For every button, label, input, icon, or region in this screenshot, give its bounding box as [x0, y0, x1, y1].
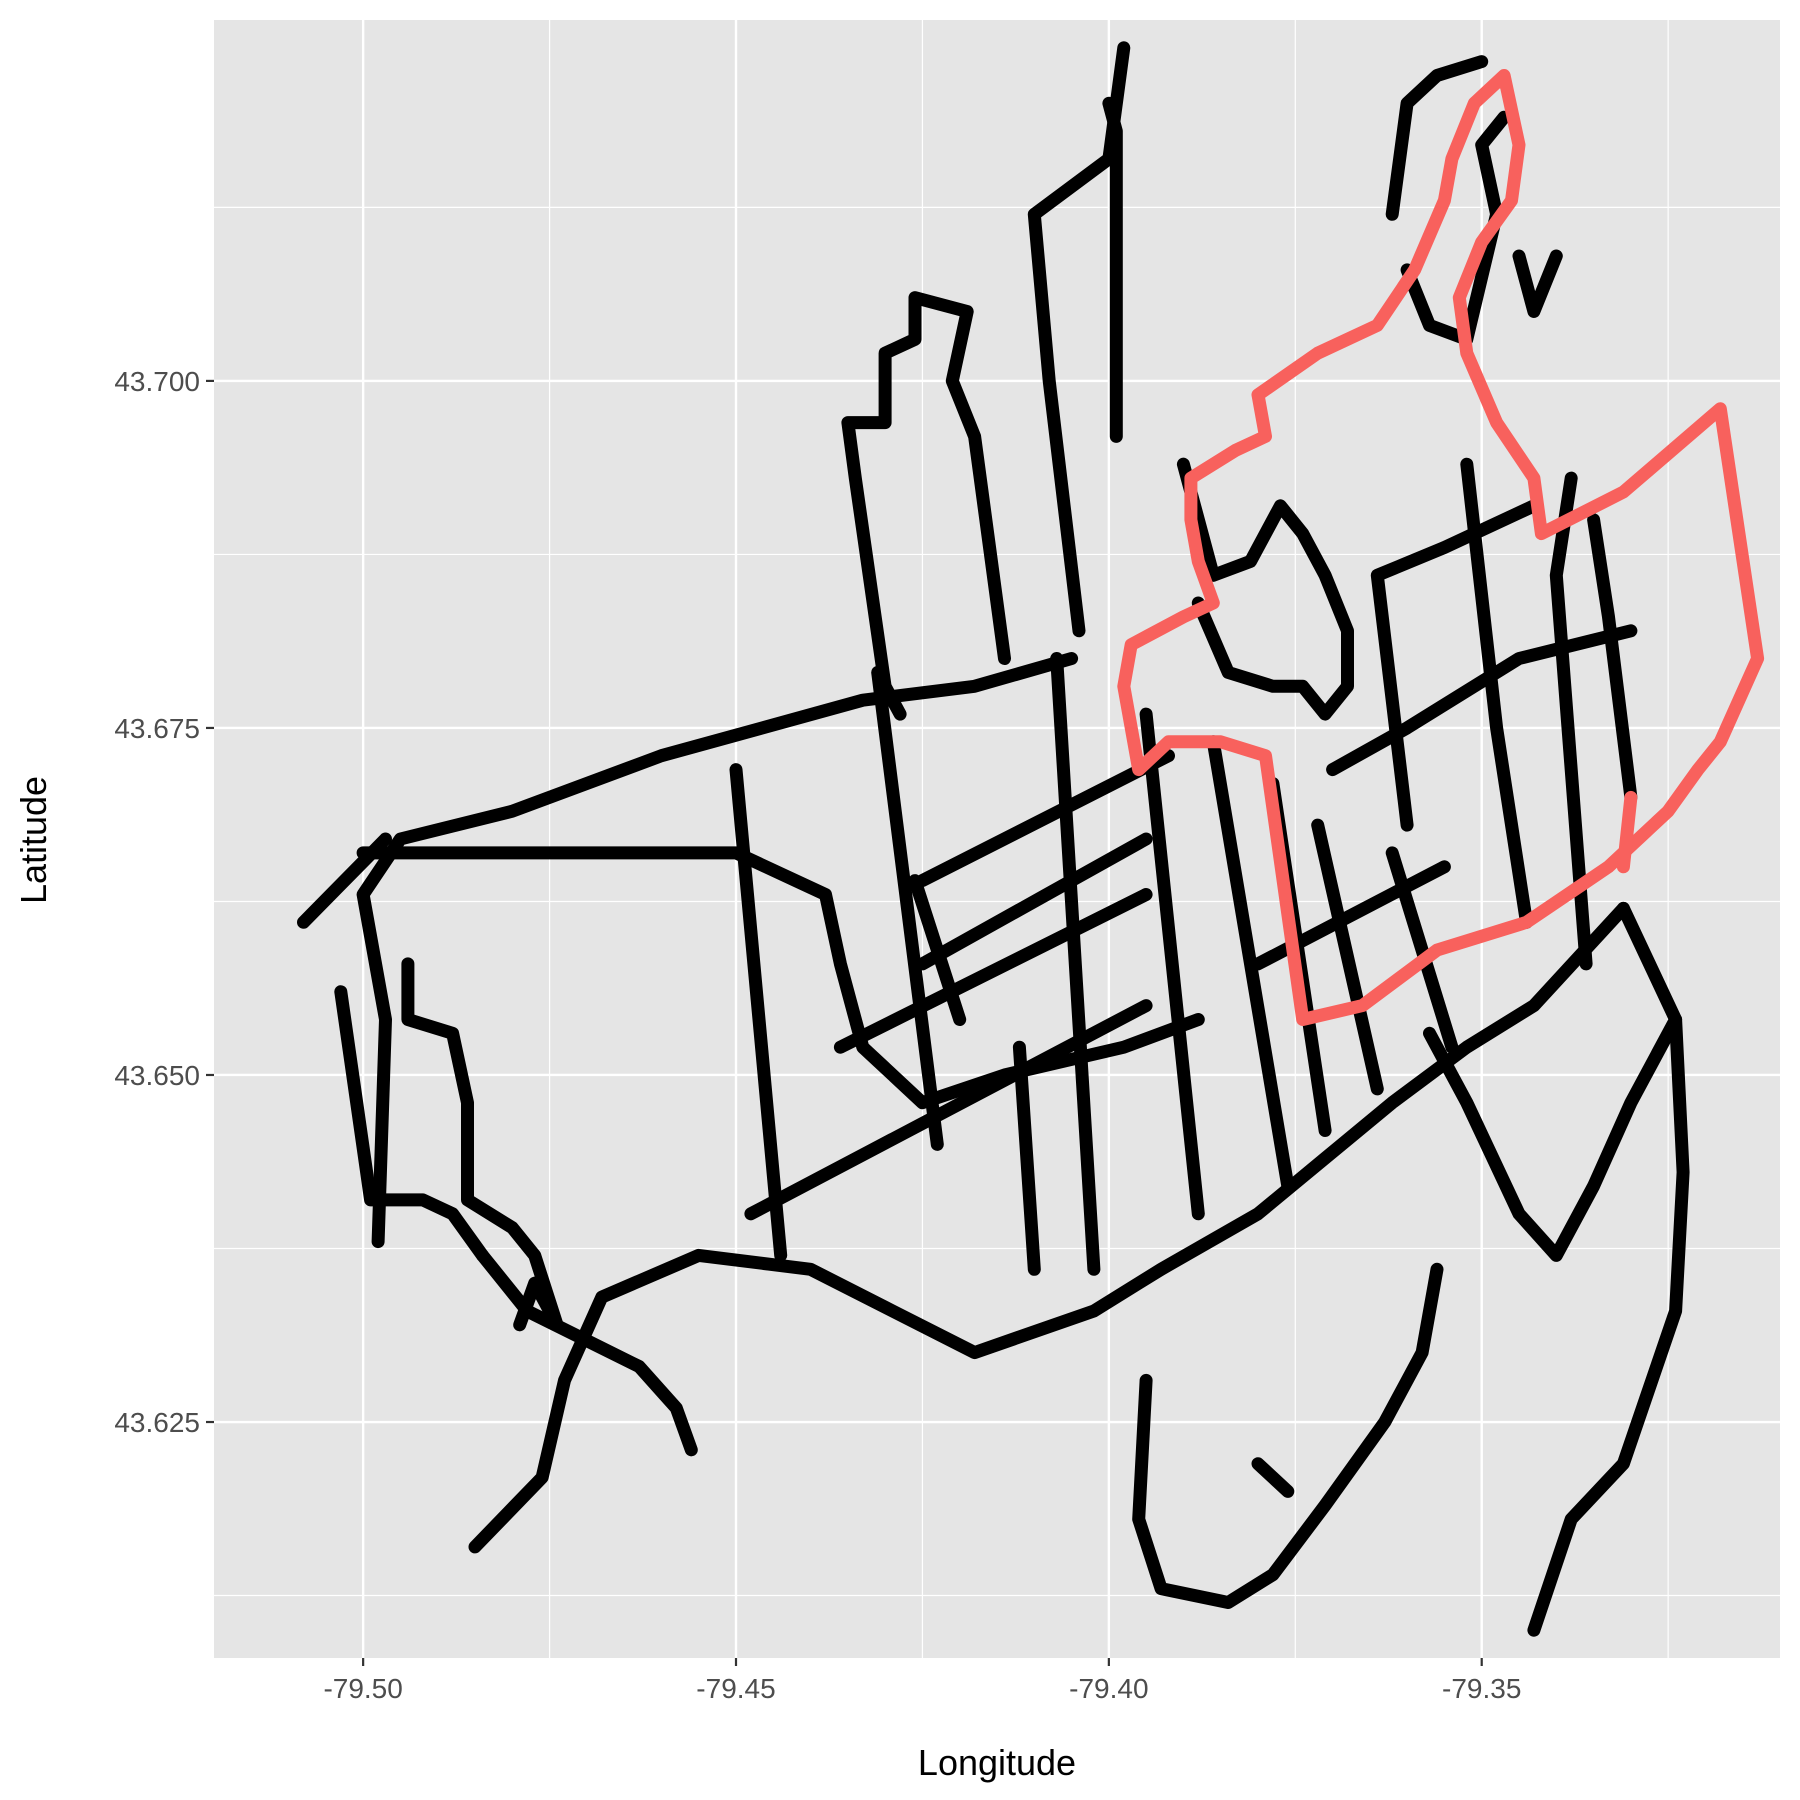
- route-path: [1050, 652, 1101, 1276]
- route-path: [1311, 818, 1384, 1096]
- route-path: [1012, 1040, 1041, 1276]
- route-path: [744, 999, 1153, 1221]
- highlighted-route-path: [1117, 69, 1765, 1026]
- route-path: [401, 957, 564, 1332]
- route-path: [833, 888, 1153, 1054]
- route-path: [1027, 41, 1131, 638]
- route-path: [476, 1248, 698, 1457]
- route-path: [468, 901, 1630, 1554]
- route-path: [356, 846, 1205, 1110]
- x-tick-label: -79.35: [1442, 1673, 1521, 1704]
- y-tick-label: 43.625: [114, 1407, 200, 1438]
- axes: -79.50 -79.45 -79.40 -79.35 43.625 43.650 43.6…: [114, 366, 1521, 1704]
- route-path: [915, 749, 1175, 888]
- route-path: [1206, 735, 1295, 1193]
- route-path: [1326, 624, 1638, 777]
- route-path: [1512, 249, 1563, 318]
- route-path: [1132, 1262, 1444, 1609]
- x-tick-label: -79.50: [323, 1673, 402, 1704]
- route-path: [1139, 707, 1205, 1221]
- route-path: [1587, 513, 1638, 804]
- x-tick-label: -79.45: [696, 1673, 775, 1704]
- y-axis-title: Latitude: [13, 776, 54, 904]
- highlighted-route-path: [1616, 790, 1638, 874]
- route-path: [1423, 1013, 1683, 1262]
- route-path: [1549, 471, 1593, 971]
- route-path: [1460, 457, 1533, 929]
- x-axis-title: Longitude: [918, 1742, 1076, 1783]
- series-layer: [297, 41, 1765, 1637]
- route-path: [841, 291, 1011, 721]
- route-path: [729, 763, 788, 1262]
- route-path: [356, 652, 1079, 1249]
- route-path: [1370, 499, 1541, 832]
- y-tick-label: 43.675: [114, 713, 200, 744]
- y-tick-label: 43.650: [114, 1060, 200, 1091]
- route-path: [1176, 457, 1354, 721]
- route-path: [1385, 55, 1489, 221]
- y-tick-label: 43.700: [114, 366, 200, 397]
- route-path: [1251, 1457, 1295, 1498]
- route-path: [915, 832, 1153, 971]
- route-path: [871, 665, 944, 1151]
- route-path: [1400, 110, 1511, 346]
- x-tick-label: -79.40: [1069, 1673, 1148, 1704]
- route-path: [297, 832, 392, 929]
- route-path: [334, 985, 489, 1262]
